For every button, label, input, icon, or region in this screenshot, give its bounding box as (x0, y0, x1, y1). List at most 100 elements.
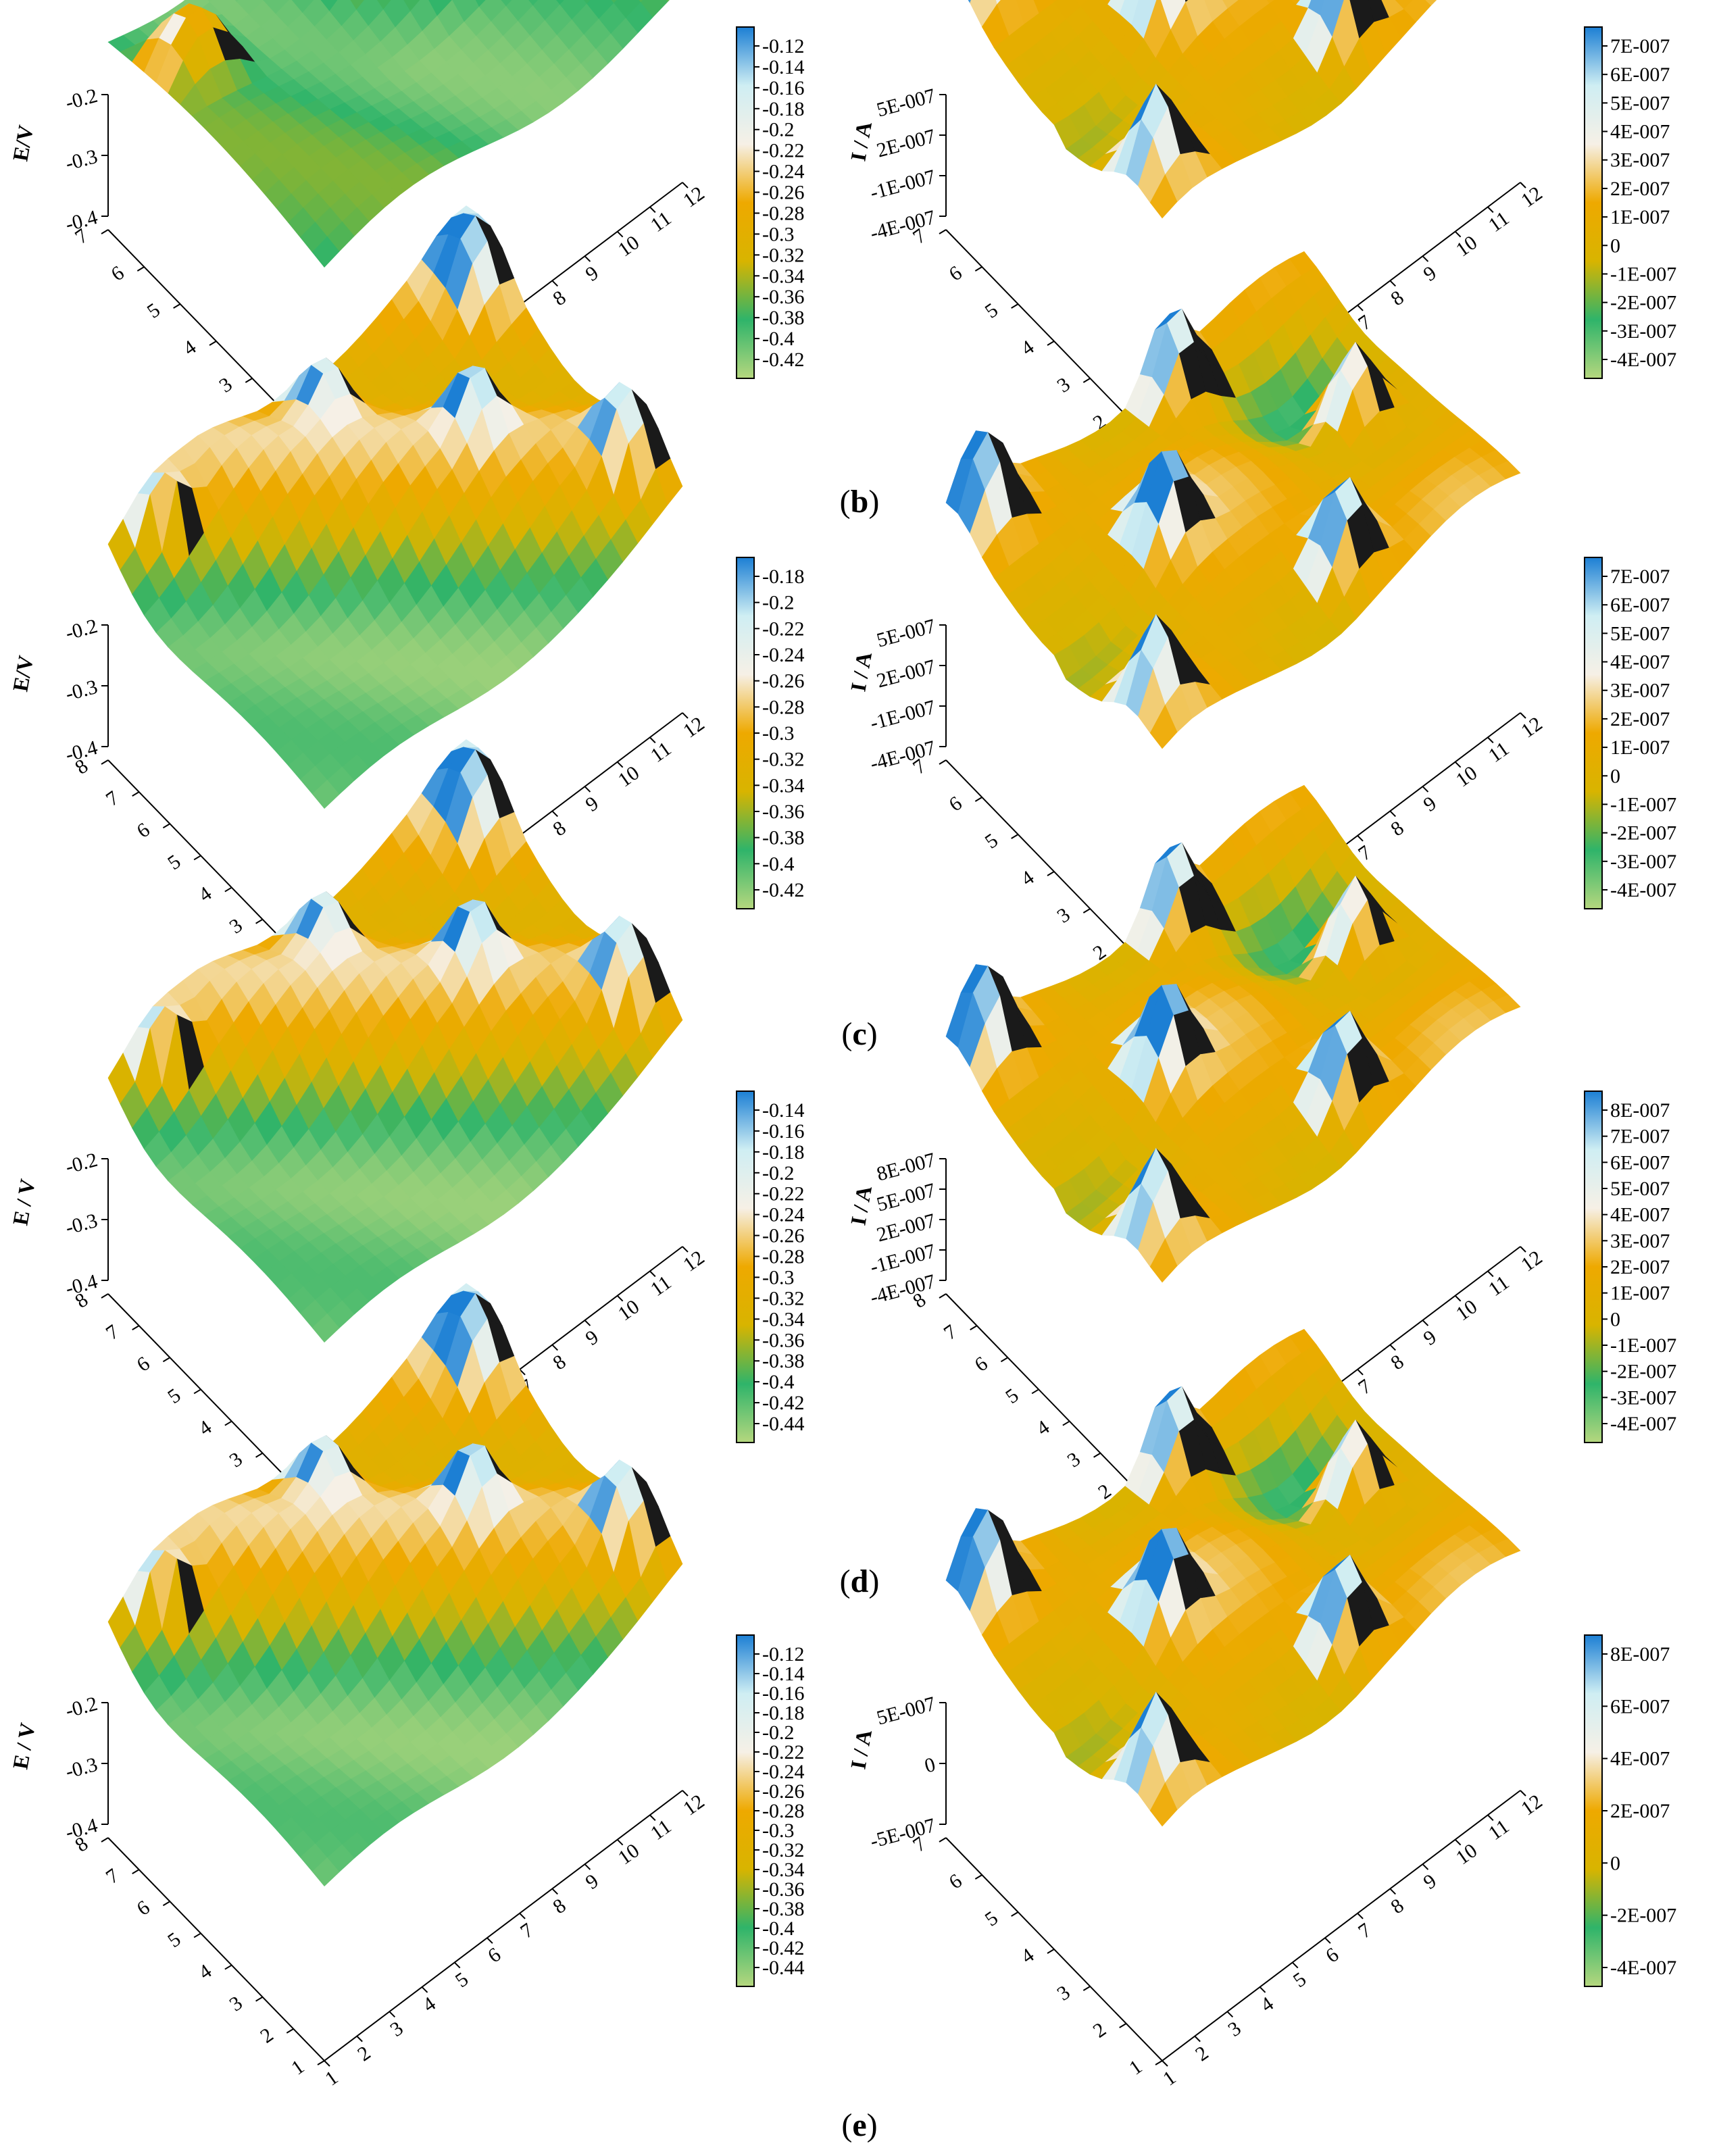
caption-d: (d) (839, 1563, 880, 1599)
z-tick-label: -0.2 (63, 1693, 99, 1722)
y-tick-label: 5 (164, 1384, 184, 1409)
y-tick-label: 4 (195, 882, 216, 907)
y-tick-label: 4 (1017, 336, 1038, 360)
x-tick-label: 11 (647, 1271, 676, 1301)
x-tick (649, 1814, 656, 1822)
x-tick (1454, 231, 1462, 238)
colorbar-label: -4E-007 (1610, 1957, 1676, 1979)
x-tick (1389, 280, 1396, 287)
colorbar-label: 0 (1610, 765, 1620, 787)
x-tick (682, 712, 689, 719)
y-tick-label: 6 (133, 1352, 154, 1376)
colorbar-label: 5E-007 (1610, 622, 1670, 645)
x-tick-label: 4 (1257, 1992, 1278, 2017)
surface-facet (638, 0, 644, 3)
x-tick (682, 182, 689, 189)
x-tick (1194, 2035, 1201, 2042)
y-tick (974, 1874, 982, 1880)
x-tick-label: 8 (549, 286, 570, 311)
colorbar-label: -0.28 (762, 202, 805, 224)
y-tick-label: 3 (1053, 1981, 1074, 2005)
y-tick (162, 1901, 170, 1907)
y-tick-label: 5 (164, 851, 184, 875)
x-tick (649, 1270, 656, 1278)
colorbar-label: -0.3 (762, 1266, 795, 1288)
x-tick (1357, 305, 1364, 311)
x-tick (584, 786, 591, 793)
y-tick-label: 7 (940, 1320, 961, 1345)
x-tick (1324, 1937, 1331, 1944)
x-tick-label: 9 (582, 1326, 603, 1350)
z-axis-title: E/V (7, 653, 38, 693)
z-tick-label: -1E-007 (868, 696, 938, 734)
y-tick (1155, 2060, 1163, 2065)
z-tick-label: -1E-007 (868, 166, 938, 204)
x-tick-label: 8 (1387, 1351, 1407, 1375)
x-tick (1487, 1270, 1494, 1278)
y-tick-label: 5 (981, 829, 1002, 853)
colorbar-label: -0.26 (762, 182, 805, 204)
y-tick (1119, 2023, 1127, 2028)
x-tick-label: 12 (1517, 712, 1547, 742)
y-tick (1047, 871, 1055, 876)
y-tick (162, 1357, 170, 1363)
colorbar-label: -0.3 (762, 722, 795, 745)
surface-facet (475, 0, 487, 8)
surface-facet (312, 780, 340, 809)
surface-facet (207, 0, 213, 3)
x-tick (454, 1961, 461, 1969)
z-tick-label: -0.3 (63, 1209, 99, 1239)
x-tick (1357, 1913, 1364, 1920)
x-tick (1520, 182, 1526, 189)
colorbar-label: -3E-007 (1610, 851, 1676, 873)
y-tick-label: 7 (102, 786, 123, 811)
colorbar-label: -0.14 (762, 56, 805, 78)
y-tick-label: 4 (179, 336, 200, 360)
x-tick-label: 9 (1420, 261, 1441, 286)
y-tick (245, 378, 253, 383)
x-tick-label: 7 (1354, 1375, 1375, 1399)
y-tick-label: 6 (945, 1870, 966, 1894)
colorbar-label: -0.42 (762, 879, 805, 901)
surface-facet (1102, 0, 1111, 5)
colorbar-label: 8E-007 (1610, 1099, 1670, 1122)
colorbar-label: -0.32 (762, 1287, 805, 1309)
y-tick-label: 3 (1064, 1448, 1085, 1472)
x-tick (1259, 1986, 1266, 1993)
colorbar-label: -0.42 (762, 1392, 805, 1414)
colorbar-label: -0.32 (762, 749, 805, 771)
colorbar-label: 4E-007 (1610, 1204, 1670, 1226)
x-tick-label: 11 (1485, 1815, 1514, 1845)
y-tick (193, 1932, 201, 1938)
x-tick-label: 7 (516, 1919, 537, 1943)
panel-b-left: 1234567891011121234567-0.2-0.3-0.4E/V-0.… (7, 0, 805, 482)
surface-facet (1291, 0, 1301, 5)
colorbar-label: 6E-007 (1610, 64, 1670, 86)
x-tick-label: 11 (647, 1815, 676, 1845)
y-tick (255, 1996, 264, 2002)
x-tick (584, 255, 591, 262)
caption-c: (c) (841, 1016, 878, 1052)
y-tick-label: 1 (1125, 2055, 1146, 2080)
x-tick-label: 10 (1452, 1295, 1482, 1325)
y-tick (1011, 834, 1019, 839)
z-axis-title: I / A (845, 1728, 876, 1771)
colorbar-label: -0.16 (762, 77, 805, 99)
x-tick (1162, 2060, 1168, 2067)
y-tick-label: 5 (981, 1907, 1002, 1931)
x-tick-label: 10 (614, 231, 644, 261)
x-tick (1292, 1961, 1299, 1969)
colorbar-label: -0.34 (762, 265, 805, 287)
colorbar-label: 6E-007 (1610, 1695, 1670, 1718)
colorbar-label: 4E-007 (1610, 651, 1670, 674)
x-tick-label: 9 (1420, 1870, 1441, 1894)
colorbar-label: -0.26 (762, 670, 805, 693)
y-tick-label: 6 (133, 1896, 154, 1920)
colorbar-label: 0 (1610, 234, 1620, 257)
y-tick-label: 6 (971, 1352, 992, 1376)
x-tick (551, 280, 558, 287)
surface-facet (1424, 0, 1437, 6)
z-tick-label: 2E-007 (874, 655, 938, 693)
z-tick-label: -0.2 (63, 1149, 99, 1178)
y-tick-label: 3 (215, 373, 236, 397)
